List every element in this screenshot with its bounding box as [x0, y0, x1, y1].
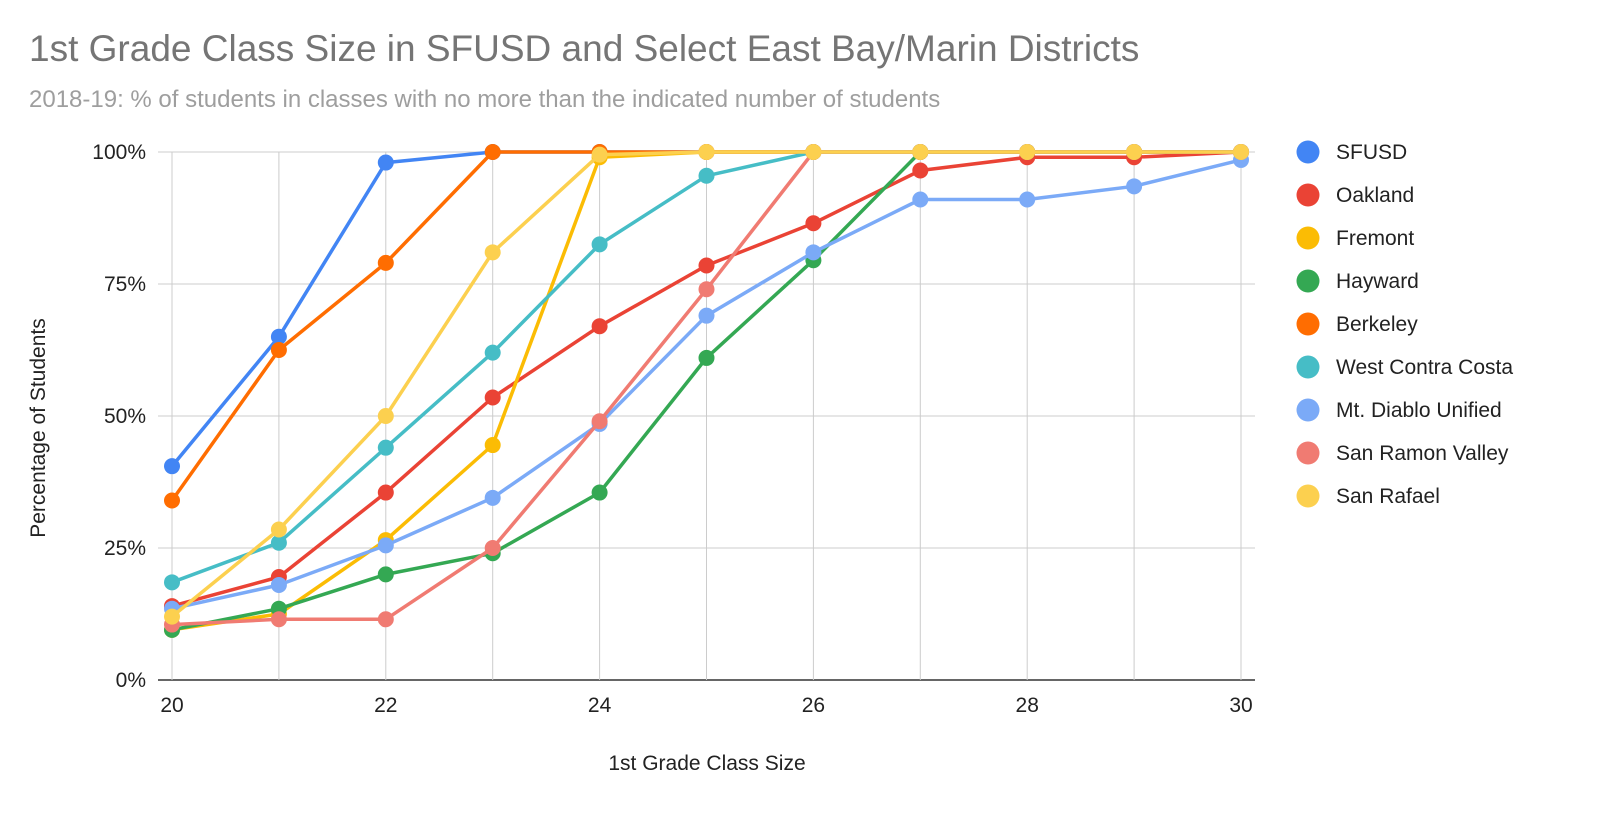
legend-item: Berkeley [1296, 312, 1418, 336]
data-point [377, 408, 394, 424]
data-point [805, 244, 822, 261]
legend-label: San Ramon Valley [1336, 442, 1509, 465]
data-point [591, 484, 608, 501]
series-group [164, 144, 1249, 638]
legend: SFUSD Oakland Fremont Hayward Berkeley West C… [1296, 140, 1513, 508]
legend-label: Berkeley [1336, 313, 1418, 336]
data-point [164, 574, 180, 591]
x-tick-label: 28 [1016, 694, 1039, 717]
data-point [484, 144, 501, 160]
legend-marker [1296, 484, 1320, 508]
legend-label: West Contra Costa [1336, 356, 1513, 379]
data-point [591, 146, 608, 163]
data-point [377, 537, 394, 554]
legend-label: Oakland [1336, 184, 1414, 207]
legend-item: Oakland [1296, 183, 1414, 207]
data-point [164, 458, 180, 475]
chart-title: 1st Grade Class Size in SFUSD and Select… [29, 28, 1140, 69]
y-tick-label: 100% [92, 141, 146, 164]
data-point [698, 144, 715, 160]
legend-marker [1296, 355, 1320, 379]
data-point [1126, 144, 1143, 160]
data-point [484, 437, 501, 454]
legend-item: Hayward [1296, 269, 1419, 293]
y-tick-label: 0% [116, 669, 146, 692]
x-tick-label: 20 [160, 694, 183, 717]
legend-item: San Ramon Valley [1296, 441, 1509, 465]
data-point [805, 144, 822, 160]
data-point [912, 162, 929, 179]
data-point [377, 439, 394, 456]
legend-marker [1296, 140, 1320, 164]
data-point [805, 215, 822, 232]
series-san-rafael [164, 144, 1249, 625]
legend-marker [1296, 398, 1320, 422]
data-point [377, 154, 394, 171]
data-point [698, 349, 715, 366]
legend-marker [1296, 226, 1320, 250]
data-point [698, 281, 715, 298]
data-point [164, 608, 180, 625]
data-point [698, 167, 715, 184]
legend-marker [1296, 269, 1320, 293]
legend-label: Hayward [1336, 270, 1419, 293]
data-point [270, 342, 287, 358]
y-axis-ticks: 0% 25% 50% 75% 100% [92, 141, 146, 692]
x-axis-ticks: 20 22 24 26 28 30 [160, 694, 1252, 717]
data-point [377, 254, 394, 271]
data-point [377, 566, 394, 583]
legend-marker [1296, 183, 1320, 207]
x-tick-label: 24 [588, 694, 612, 717]
legend-label: San Rafael [1336, 485, 1440, 508]
legend-item: Fremont [1296, 226, 1414, 250]
data-point [1019, 191, 1036, 208]
legend-item: West Contra Costa [1296, 355, 1513, 379]
data-point [164, 492, 180, 509]
y-tick-label: 75% [104, 273, 146, 296]
data-point [270, 611, 287, 628]
data-point [377, 611, 394, 628]
y-tick-label: 50% [104, 405, 146, 428]
data-point [591, 318, 608, 335]
data-point [377, 484, 394, 501]
data-point [484, 540, 501, 556]
y-axis-label: Percentage of Students [27, 318, 50, 538]
data-point [270, 576, 287, 593]
data-point [912, 144, 929, 160]
data-point [484, 389, 501, 406]
legend-item: Mt. Diablo Unified [1296, 398, 1502, 422]
x-tick-label: 26 [802, 694, 825, 717]
legend-label: Mt. Diablo Unified [1336, 399, 1502, 422]
data-point [698, 307, 715, 324]
x-axis-label: 1st Grade Class Size [608, 752, 805, 775]
data-point [484, 244, 501, 261]
legend-item: SFUSD [1296, 140, 1407, 164]
legend-marker [1296, 312, 1320, 336]
gridlines [158, 151, 1255, 681]
x-tick-label: 22 [374, 694, 397, 717]
data-point [1126, 178, 1143, 195]
data-point [484, 344, 501, 361]
data-point [270, 534, 287, 551]
legend-marker [1296, 441, 1320, 465]
legend-item: San Rafael [1296, 484, 1440, 508]
chart-subtitle: 2018-19: % of students in classes with n… [29, 86, 941, 113]
data-point [484, 489, 501, 506]
y-tick-label: 25% [104, 537, 146, 560]
data-point [270, 521, 287, 538]
data-point [591, 413, 608, 430]
data-point [912, 191, 929, 208]
data-point [1233, 144, 1249, 160]
legend-label: Fremont [1336, 227, 1414, 250]
x-tick-label: 30 [1229, 694, 1252, 717]
data-point [1019, 144, 1036, 160]
data-point [591, 236, 608, 253]
legend-label: SFUSD [1336, 141, 1407, 164]
data-point [698, 257, 715, 274]
data-point [270, 328, 287, 345]
